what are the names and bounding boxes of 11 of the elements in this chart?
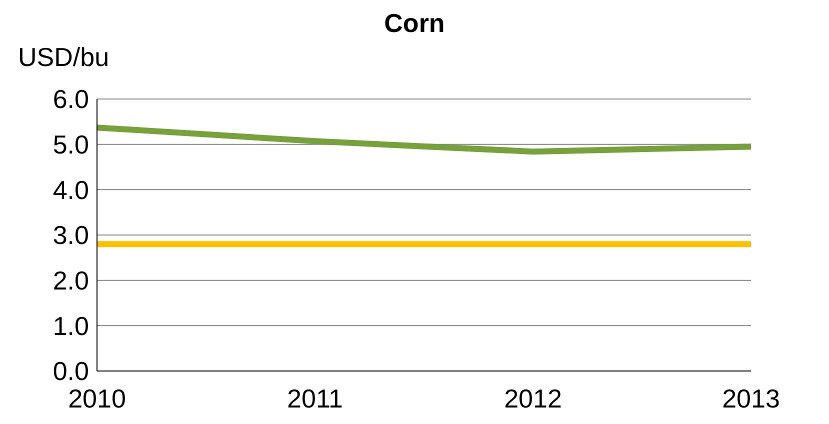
chart-title: Corn [383,8,446,39]
y-tick-label: 5.0 [52,130,89,160]
y-tick-label: 4.0 [52,174,89,205]
y-tick-label: 3.0 [52,220,89,250]
y-axis-title: USD/bu [18,42,110,73]
y-tick-label: 2.0 [52,266,89,296]
y-tick-label: 1.0 [52,310,89,341]
x-tick-label: 2011 [287,383,343,414]
x-tick-label: 2012 [504,383,562,414]
y-tick-label: 6.0 [52,84,89,114]
x-tick-label: 2013 [722,383,780,414]
